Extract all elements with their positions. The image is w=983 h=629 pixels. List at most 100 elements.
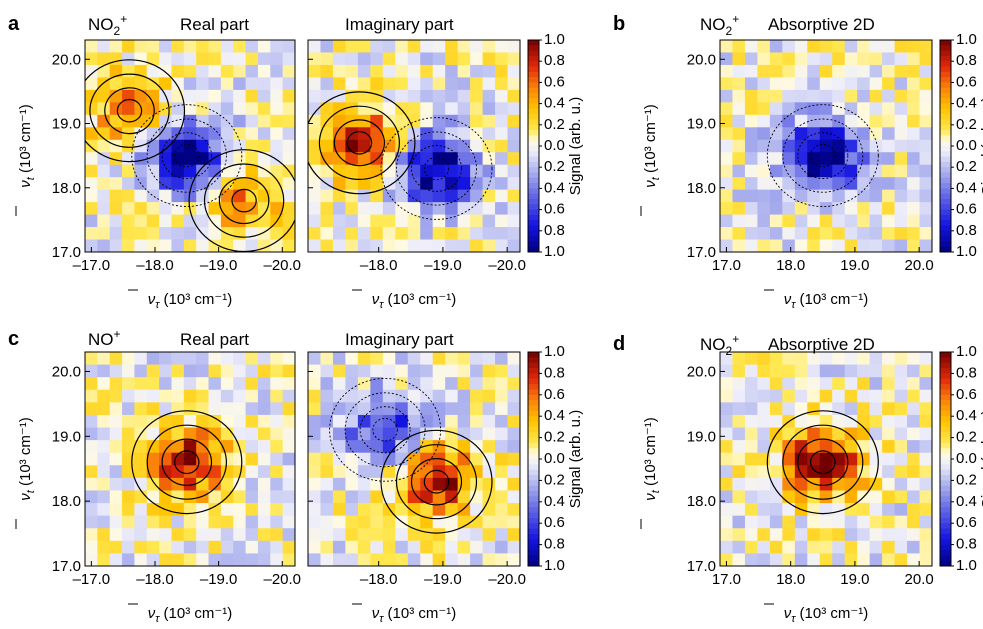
- heatmap-cell: [407, 189, 421, 203]
- heatmap-cell: [208, 477, 222, 492]
- heatmap-cell: [407, 89, 421, 103]
- colorbar-segment: [940, 124, 951, 131]
- heatmap-cell: [159, 352, 173, 366]
- heatmap-cell: [445, 452, 459, 466]
- heatmap-cell: [159, 364, 173, 378]
- heatmap-cell: [757, 52, 771, 66]
- contour-line: [116, 98, 143, 123]
- heatmap-cell: [832, 440, 846, 454]
- heatmap-cell: [844, 89, 858, 103]
- heatmap-cell: [183, 64, 197, 79]
- heatmap-cell: [757, 377, 771, 391]
- panel-subtitle: Imaginary part: [345, 15, 454, 34]
- colorbar-segment: [528, 146, 539, 152]
- heatmap-cell: [395, 214, 409, 228]
- heatmap-cell: [109, 189, 123, 203]
- heatmap-cell: [196, 114, 210, 128]
- heatmap-cell: [233, 515, 247, 529]
- heatmap-cell: [171, 553, 185, 566]
- heatmap-cell: [332, 540, 347, 555]
- heatmap-cell: [146, 452, 160, 466]
- heatmap-cell: [85, 214, 98, 228]
- heatmap-cell: [332, 414, 347, 429]
- heatmap-cell: [146, 239, 160, 252]
- x-tick-label: 19.0: [840, 571, 869, 588]
- heatmap-cell: [507, 77, 520, 91]
- colorbar-segment: [528, 442, 539, 449]
- heatmap-cell: [720, 377, 734, 391]
- heatmap-cell: [171, 40, 185, 54]
- heatmap-cell: [457, 414, 471, 429]
- colorbar-segment: [528, 368, 539, 374]
- heatmap-cell: [794, 377, 808, 391]
- heatmap-cell: [308, 52, 322, 66]
- heatmap-cell: [171, 114, 185, 128]
- heatmap-cell: [196, 440, 210, 454]
- colorbar: 1.00.80.60.40.20.00.20.40.60.81.0Signal …: [939, 31, 983, 260]
- colorbar-segment: [940, 204, 951, 211]
- heatmap-cell: [134, 402, 148, 416]
- heatmap-cell: [457, 452, 471, 466]
- colorbar-tick-label: 0.0: [956, 450, 977, 467]
- heatmap-cell: [320, 427, 334, 441]
- heatmap-cell: [819, 52, 833, 66]
- heatmap-cell: [245, 164, 259, 178]
- heatmap-cell: [320, 477, 334, 492]
- heatmap-cell: [282, 89, 295, 103]
- heatmap-cell: [782, 77, 796, 91]
- heatmap-cell: [907, 127, 921, 141]
- heatmap-cell: [857, 528, 871, 542]
- heatmap-cell: [407, 164, 421, 178]
- heatmap-cell: [382, 364, 396, 378]
- heatmap-cell: [744, 152, 759, 166]
- heatmap-cell: [432, 465, 446, 479]
- heatmap-cell: [869, 139, 883, 153]
- heatmap-cell: [183, 364, 197, 378]
- heatmap-cell: [171, 189, 185, 203]
- heatmap-cell: [270, 515, 284, 529]
- heatmap-cell: [495, 452, 509, 466]
- colorbar-segment: [528, 421, 539, 428]
- heatmap-cell: [894, 102, 908, 116]
- colorbar-segment: [528, 437, 539, 444]
- heatmap-cell: [832, 40, 846, 54]
- heatmap-cell: [146, 352, 160, 366]
- heatmap-cell: [844, 127, 858, 141]
- heatmap-cell: [857, 214, 871, 228]
- heatmap-cell: [357, 452, 371, 466]
- heatmap-cell: [159, 227, 173, 241]
- heatmap-cell: [97, 139, 111, 153]
- colorbar-segment: [528, 448, 539, 455]
- heatmap-cell: [345, 214, 359, 228]
- heatmap-cell: [308, 189, 322, 203]
- heatmap-cell: [270, 364, 284, 378]
- colorbar-tick-label: 0.8: [956, 52, 977, 69]
- heatmap-cell: [407, 364, 421, 378]
- heatmap-cell: [857, 352, 871, 366]
- colorbar-segment: [528, 183, 539, 189]
- colorbar-segment: [940, 146, 951, 152]
- x-tick-label: –17.0: [73, 571, 111, 588]
- heatmap-cell: [183, 553, 197, 566]
- colorbar-tick-label: 0.4: [544, 95, 565, 112]
- heatmap-cell: [495, 402, 509, 416]
- heatmap-cell: [320, 364, 334, 378]
- heatmap-cells: [720, 352, 932, 566]
- heatmap-cell: [308, 503, 322, 517]
- heatmap-cell: [134, 114, 148, 128]
- heatmap-cell: [807, 540, 821, 555]
- heatmap-cell: [159, 515, 173, 529]
- heatmap-cell: [420, 515, 434, 529]
- colorbar-tick-label: 0.8: [956, 364, 977, 381]
- heatmap-cell: [395, 477, 409, 492]
- heatmap-cell: [270, 189, 284, 203]
- heatmap-cell: [794, 139, 808, 153]
- contour-line: [85, 59, 186, 163]
- heatmap-cell: [257, 114, 271, 128]
- heatmap-cell: [134, 553, 148, 566]
- heatmap-cell: [97, 377, 111, 391]
- heatmap-cell: [257, 503, 271, 517]
- heatmap-cell: [220, 414, 234, 429]
- heatmap-cell: [832, 528, 846, 542]
- heatmap-cell: [282, 227, 295, 241]
